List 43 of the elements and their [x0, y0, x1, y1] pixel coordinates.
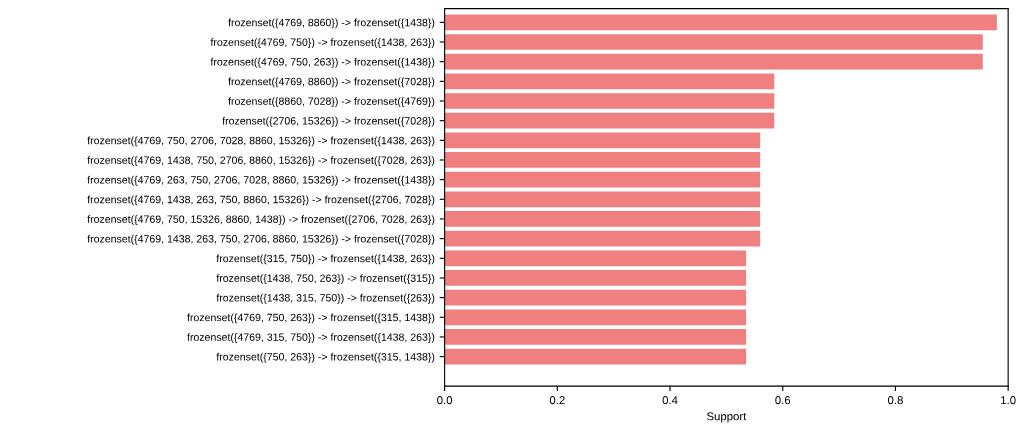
bar [444, 191, 761, 208]
bar [444, 132, 761, 149]
y-tick-label: frozenset({8860, 7028}) -> frozenset({4769}) [228, 97, 435, 108]
x-tick-label: 0.2 [549, 396, 565, 405]
y-tick-label: frozenset({750, 263}) -> frozenset({315, 1438}) [216, 352, 435, 363]
y-tick-label: frozenset({4769, 1438, 263, 750, 8860, 15326}) -> frozenset({2706, 7028}) [87, 195, 435, 206]
y-tick-label: frozenset({4769, 315, 750}) -> frozenset({1438, 263}) [187, 333, 435, 343]
y-tick-label: frozenset({4769, 750, 15326, 8860, 1438}) -> frozenset({2706, 7028, 263}) [87, 215, 435, 225]
y-tick-label: frozenset({2706, 15326}) -> frozenset({7028}) [222, 116, 435, 127]
bar [444, 171, 761, 188]
bar [444, 211, 761, 227]
y-tick-label: frozenset({4769, 750, 2706, 7028, 8860, 15326}) -> frozenset({1438, 263}) [87, 136, 435, 147]
y-tick-label: frozenset({4769, 1438, 750, 2706, 8860, 15326}) -> frozenset({7028, 263}) [87, 156, 435, 166]
bar [444, 14, 997, 31]
bar [444, 73, 775, 90]
bar [444, 53, 983, 70]
bar [444, 230, 761, 247]
y-tick-label: frozenset({1438, 315, 750}) -> frozenset({263}) [216, 293, 435, 304]
x-tick-label: 1.0 [1001, 396, 1016, 405]
bar [444, 309, 747, 326]
bar [444, 250, 747, 267]
y-tick-label: frozenset({4769, 750}) -> frozenset({1438, 263}) [210, 38, 435, 49]
bar [444, 289, 747, 306]
bar [444, 152, 761, 168]
x-tick-label: 0.6 [775, 396, 791, 405]
x-axis-title: Support [706, 412, 747, 423]
y-tick-label: frozenset({4769, 750, 263}) -> frozenset({1438}) [210, 57, 435, 68]
x-tick-label: 0.0 [437, 396, 453, 405]
bar [444, 93, 775, 109]
bar [444, 34, 983, 50]
bar [444, 270, 747, 286]
bar [444, 348, 747, 365]
x-tick-label: 0.4 [662, 396, 678, 405]
bar [444, 329, 747, 345]
y-tick-label: frozenset({4769, 1438, 263, 750, 2706, 8860, 15326}) -> frozenset({7028}) [87, 234, 435, 245]
y-tick-label: frozenset({315, 750}) -> frozenset({1438, 263}) [216, 254, 435, 265]
x-tick-label: 0.8 [887, 396, 903, 405]
y-tick-label: frozenset({4769, 750, 263}) -> frozenset({315, 1438}) [187, 313, 435, 324]
bar [444, 112, 775, 129]
y-tick-label: frozenset({4769, 8860}) -> frozenset({7028}) [228, 77, 435, 88]
y-tick-label: frozenset({4769, 8860}) -> frozenset({1438}) [228, 18, 435, 29]
y-tick-label: frozenset({4769, 263, 750, 2706, 7028, 8860, 15326}) -> frozenset({1438}) [87, 175, 435, 186]
y-tick-label: frozenset({1438, 750, 263}) -> frozenset({315}) [216, 274, 435, 284]
